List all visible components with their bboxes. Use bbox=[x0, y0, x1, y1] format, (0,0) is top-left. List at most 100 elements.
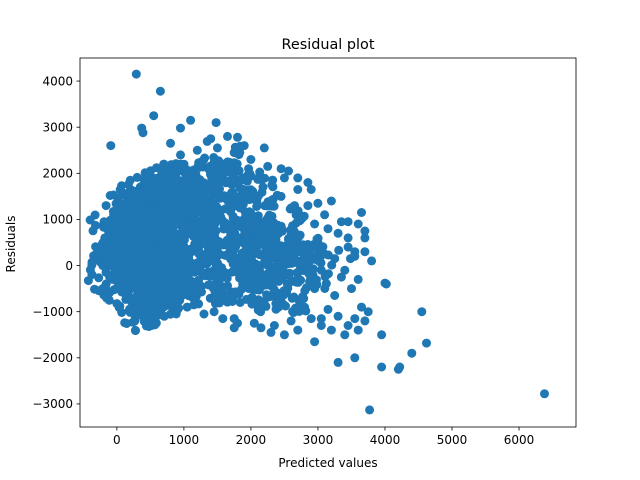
scatter-point bbox=[90, 284, 99, 294]
scatter-point bbox=[343, 242, 353, 252]
scatter-point bbox=[215, 241, 224, 250]
scatter-point bbox=[266, 218, 276, 227]
scatter-point bbox=[263, 250, 273, 260]
scatter-point bbox=[347, 284, 356, 294]
scatter-point bbox=[183, 277, 193, 287]
scatter-point bbox=[125, 304, 134, 314]
scatter-point bbox=[112, 247, 122, 257]
scatter-point bbox=[181, 222, 191, 232]
scatter-point bbox=[87, 257, 97, 267]
scatter-point bbox=[343, 321, 353, 330]
scatter-point bbox=[105, 272, 115, 282]
scatter-point bbox=[407, 348, 417, 358]
scatter-point bbox=[140, 176, 150, 186]
scatter-point bbox=[363, 307, 373, 317]
scatter-point bbox=[240, 238, 250, 248]
scatter-point bbox=[316, 265, 326, 275]
scatter-point bbox=[226, 247, 236, 257]
scatter-point bbox=[192, 145, 202, 155]
scatter-point bbox=[214, 262, 224, 272]
scatter-point bbox=[229, 224, 239, 234]
scatter-point bbox=[165, 214, 175, 224]
x-tick-label: 5000 bbox=[437, 433, 468, 447]
scatter-point bbox=[219, 295, 229, 305]
scatter-point bbox=[101, 201, 111, 211]
scatter-point bbox=[216, 212, 226, 222]
scatter-point bbox=[253, 191, 263, 201]
scatter-point bbox=[313, 198, 323, 208]
scatter-point bbox=[291, 277, 301, 287]
scatter-point bbox=[170, 202, 180, 212]
scatter-point bbox=[204, 251, 214, 260]
scatter-point bbox=[336, 217, 346, 227]
scatter-point bbox=[143, 208, 153, 218]
scatter-point bbox=[207, 181, 217, 191]
scatter-point bbox=[333, 311, 343, 321]
scatter-point bbox=[171, 168, 180, 177]
scatter-point bbox=[100, 233, 110, 243]
scatter-point bbox=[239, 141, 249, 151]
y-axis-title: Residuals bbox=[4, 216, 18, 273]
scatter-point bbox=[223, 157, 233, 167]
scatter-point bbox=[229, 314, 239, 324]
scatter-point bbox=[288, 246, 298, 256]
scatter-point bbox=[286, 316, 296, 326]
scatter-point bbox=[170, 257, 180, 267]
scatter-point bbox=[228, 202, 237, 212]
scatter-point bbox=[193, 264, 202, 274]
scatter-point bbox=[306, 314, 316, 324]
scatter-point bbox=[142, 226, 152, 236]
scatter-point bbox=[214, 277, 224, 287]
scatter-point bbox=[135, 217, 145, 227]
scatter-point bbox=[310, 219, 320, 229]
scatter-point bbox=[291, 218, 301, 228]
scatter-point bbox=[132, 277, 142, 287]
scatter-point bbox=[155, 86, 165, 96]
scatter-point bbox=[350, 314, 360, 324]
scatter-point bbox=[357, 302, 366, 312]
scatter-point bbox=[191, 173, 201, 183]
scatter-point bbox=[234, 289, 244, 299]
scatter-point bbox=[282, 257, 292, 267]
scatter-point bbox=[353, 325, 363, 335]
scatter-point bbox=[223, 281, 233, 291]
scatter-point bbox=[174, 303, 184, 313]
scatter-point bbox=[212, 143, 222, 153]
scatter-point bbox=[288, 233, 298, 243]
scatter-point bbox=[271, 299, 281, 309]
scatter-point bbox=[105, 258, 115, 268]
scatter-point bbox=[253, 305, 263, 315]
scatter-point bbox=[293, 173, 303, 183]
scatter-point bbox=[170, 234, 180, 244]
scatter-point bbox=[115, 185, 125, 194]
scatter-point bbox=[249, 318, 259, 328]
y-tick-label: 4000 bbox=[42, 74, 73, 88]
axes: 0 1000 2000 3000 4000 5000 6000 −3000 −2000 −1000… bbox=[32, 57, 577, 447]
scatter-point bbox=[149, 111, 159, 121]
scatter-point bbox=[251, 224, 261, 234]
scatter-point bbox=[231, 238, 241, 248]
scatter-point bbox=[157, 178, 167, 188]
scatter-point bbox=[200, 202, 210, 211]
scatter-point bbox=[343, 217, 353, 227]
scatter-point bbox=[125, 175, 135, 185]
scatter-point bbox=[146, 314, 156, 324]
scatter-point bbox=[241, 269, 251, 279]
scatter-point bbox=[237, 251, 247, 261]
scatter-point bbox=[234, 193, 244, 203]
scatter-point bbox=[326, 325, 336, 335]
scatter-point bbox=[279, 330, 289, 340]
scatter-point bbox=[300, 302, 309, 312]
scatter-point bbox=[225, 164, 235, 174]
scatter-point bbox=[233, 132, 242, 142]
scatter-point bbox=[176, 123, 185, 133]
y-tick-label: 3000 bbox=[42, 120, 73, 134]
scatter-point bbox=[316, 321, 326, 330]
chart-title: Residual plot bbox=[282, 37, 375, 53]
scatter-point bbox=[172, 175, 181, 185]
scatter-point bbox=[281, 301, 290, 311]
scatter-point bbox=[202, 232, 212, 242]
scatter-point bbox=[159, 311, 169, 321]
scatter-point bbox=[262, 201, 272, 210]
